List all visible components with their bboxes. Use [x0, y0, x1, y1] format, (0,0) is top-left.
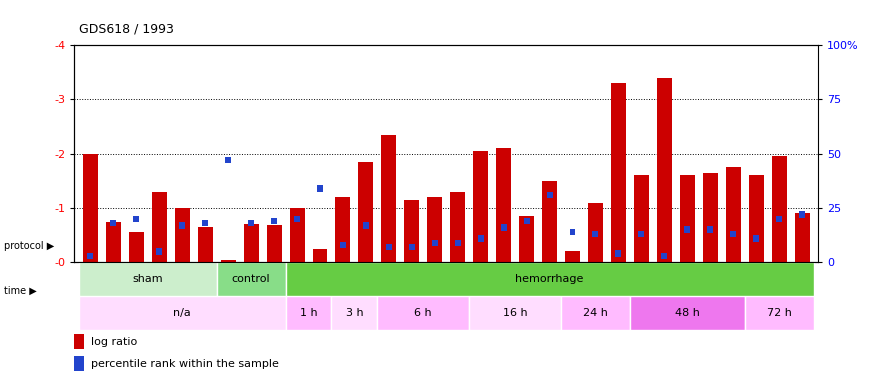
Bar	[74, 356, 84, 371]
Bar	[271, 218, 277, 224]
Bar	[377, 296, 469, 330]
Bar	[680, 176, 695, 262]
Bar	[359, 162, 374, 262]
Bar	[83, 154, 98, 262]
Bar	[794, 213, 809, 262]
Bar	[500, 224, 507, 231]
Bar	[455, 240, 461, 246]
Bar	[519, 216, 534, 262]
Text: control: control	[232, 274, 270, 284]
Bar	[523, 218, 529, 224]
Bar	[478, 235, 484, 242]
Bar	[294, 216, 300, 222]
Bar	[725, 167, 740, 262]
Bar	[363, 222, 369, 229]
Bar	[332, 296, 377, 330]
Text: 24 h: 24 h	[583, 308, 608, 318]
Bar	[547, 192, 552, 198]
Text: protocol ▶: protocol ▶	[4, 241, 54, 250]
Bar	[106, 222, 121, 262]
Bar	[382, 135, 396, 262]
Bar	[335, 197, 350, 262]
Text: 72 h: 72 h	[766, 308, 792, 318]
Bar	[542, 181, 557, 262]
Bar	[133, 216, 139, 222]
Bar	[110, 220, 116, 226]
Bar	[615, 251, 621, 257]
Bar	[202, 220, 208, 226]
Bar	[88, 252, 94, 259]
Bar	[634, 176, 649, 262]
Bar	[561, 296, 630, 330]
Bar	[496, 148, 511, 262]
Bar	[753, 235, 760, 242]
Bar	[570, 229, 576, 235]
Bar	[473, 151, 488, 262]
Bar	[152, 192, 167, 262]
Bar	[179, 222, 186, 229]
Bar	[799, 211, 805, 218]
Bar	[451, 192, 466, 262]
Bar	[340, 242, 346, 248]
Bar	[312, 249, 327, 262]
Bar	[409, 244, 415, 250]
Text: log ratio: log ratio	[92, 337, 137, 347]
Bar	[745, 296, 814, 330]
Bar	[469, 296, 561, 330]
Bar	[707, 226, 713, 233]
Text: n/a: n/a	[173, 308, 191, 318]
Bar	[427, 197, 442, 262]
Bar	[639, 231, 644, 237]
Bar	[248, 220, 254, 226]
Bar	[565, 252, 580, 262]
Bar	[731, 231, 736, 237]
Bar	[198, 227, 213, 262]
Bar	[772, 156, 787, 262]
Text: percentile rank within the sample: percentile rank within the sample	[92, 359, 279, 369]
Text: hemorrhage: hemorrhage	[515, 274, 584, 284]
Text: 16 h: 16 h	[503, 308, 528, 318]
Bar	[129, 232, 144, 262]
Bar	[386, 244, 392, 250]
Bar	[217, 262, 285, 296]
Bar	[588, 202, 603, 262]
Text: GDS618 / 1993: GDS618 / 1993	[79, 22, 173, 36]
Bar	[175, 208, 190, 262]
Bar	[684, 226, 690, 233]
Bar	[404, 200, 419, 262]
Bar	[431, 240, 438, 246]
Bar	[79, 296, 285, 330]
Bar	[79, 262, 217, 296]
Bar	[611, 83, 626, 262]
Bar	[317, 185, 323, 192]
Bar	[749, 176, 764, 262]
Bar	[657, 78, 672, 262]
Bar	[267, 225, 282, 262]
Bar	[592, 231, 598, 237]
Bar	[220, 260, 235, 262]
Bar	[74, 334, 84, 350]
Text: 1 h: 1 h	[300, 308, 318, 318]
Bar	[290, 208, 304, 262]
Bar	[157, 248, 162, 255]
Bar	[630, 296, 745, 330]
Text: 3 h: 3 h	[346, 308, 363, 318]
Text: 48 h: 48 h	[675, 308, 700, 318]
Bar	[243, 224, 259, 262]
Bar	[285, 262, 814, 296]
Bar	[662, 252, 668, 259]
Bar	[776, 216, 782, 222]
Bar	[225, 157, 231, 164]
Text: 6 h: 6 h	[415, 308, 432, 318]
Text: time ▶: time ▶	[4, 286, 37, 296]
Bar	[703, 172, 717, 262]
Text: sham: sham	[132, 274, 163, 284]
Bar	[285, 296, 332, 330]
